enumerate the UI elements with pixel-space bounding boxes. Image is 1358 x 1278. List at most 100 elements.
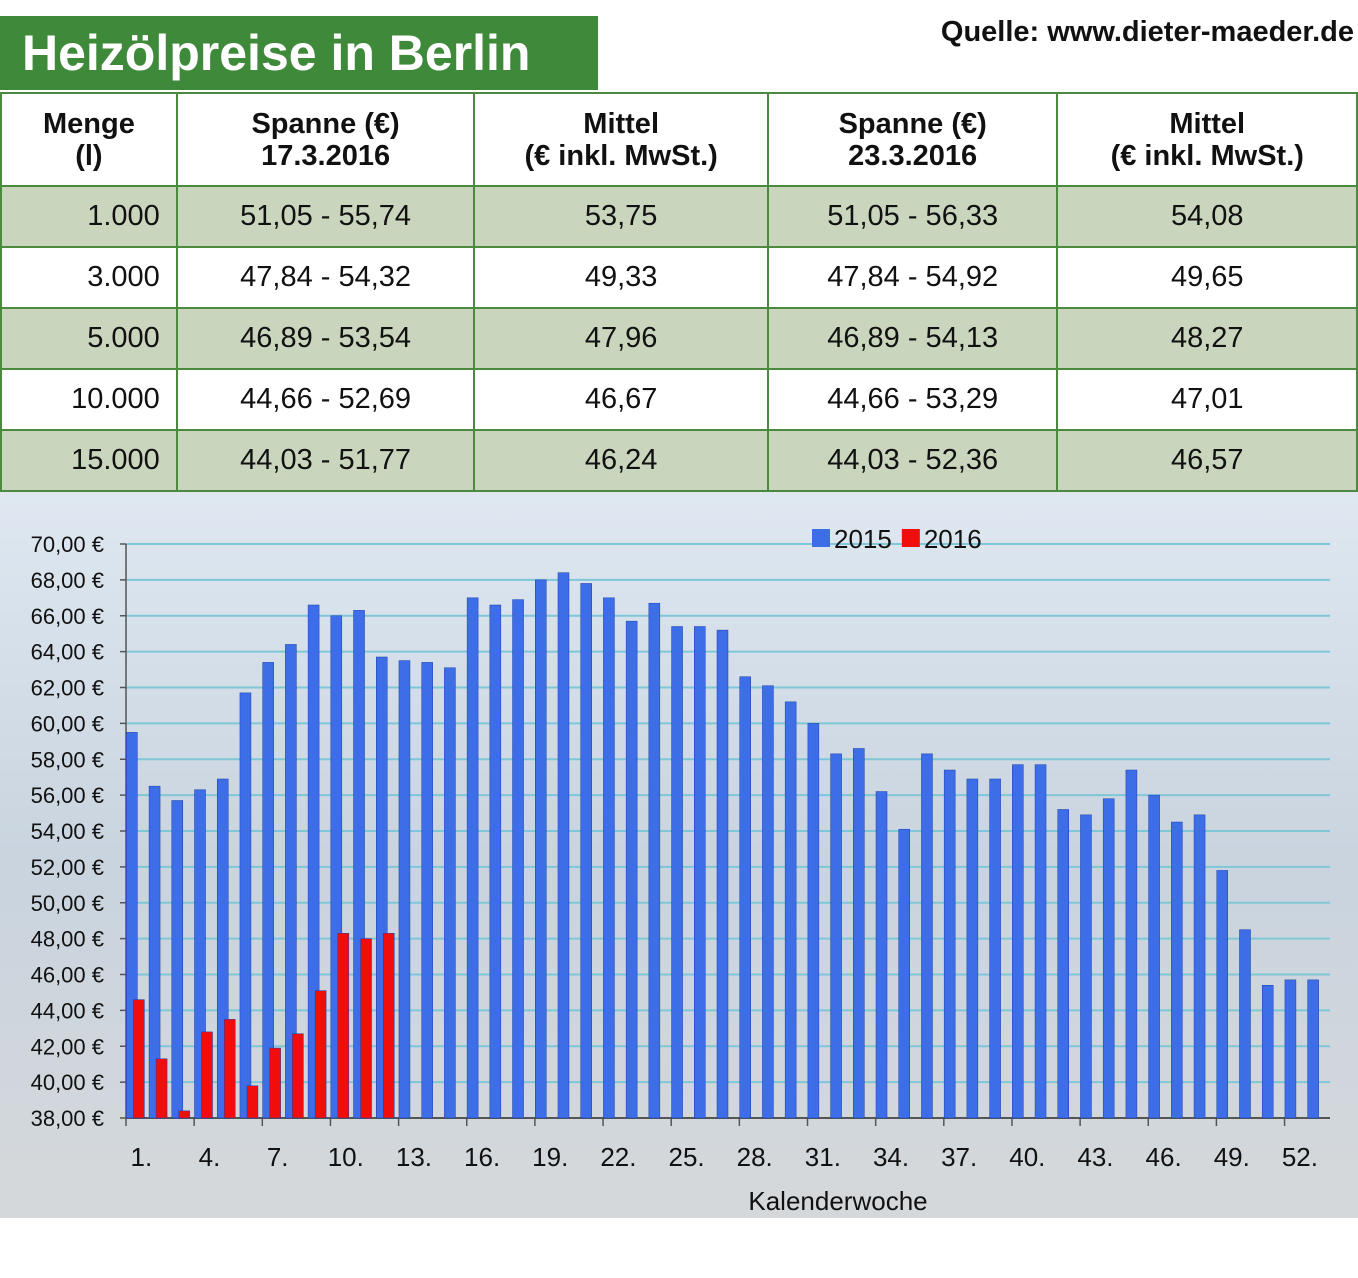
bar [512, 599, 524, 1119]
bar [466, 597, 479, 1119]
source: Quelle: www.dieter-maeder.de [940, 16, 1354, 48]
x-tick-label: 10. [328, 1142, 364, 1172]
header-text: Menge [42, 107, 135, 140]
table-cell: 47,84 - 54,32 [175, 246, 476, 309]
bar [444, 667, 456, 1119]
bar [1080, 814, 1092, 1119]
table-cell: 3.000 [0, 246, 178, 309]
x-tick-label: 40. [1009, 1142, 1045, 1172]
legend-label: 2016 [924, 524, 982, 554]
table-row: 3.000 47,84 - 54,32 49,33 47,84 - 54,92 49,6… [0, 246, 1358, 309]
bar [178, 1110, 191, 1119]
bar [337, 932, 350, 1119]
bar [1057, 809, 1070, 1119]
header-text: (€ inkl. MwSt.) [1110, 139, 1304, 172]
table-cell: 44,66 - 52,69 [175, 368, 476, 431]
table-cell: 49,33 [473, 246, 769, 309]
table-cell: 44,03 - 52,36 [766, 429, 1059, 492]
table-cell: 53,75 [473, 185, 769, 248]
bar [489, 604, 502, 1119]
x-tick-label: 52. [1282, 1142, 1318, 1172]
table-cell: 1.000 [0, 185, 178, 248]
bar [943, 769, 956, 1119]
header-text: 17.3.2016 [261, 139, 391, 172]
price-table: Menge (l) Spanne (€) 17.3.2016 Mittel (€ inkl… [0, 92, 1358, 492]
table-cell: 15.000 [0, 429, 178, 492]
bar [739, 676, 751, 1119]
bar [314, 990, 327, 1119]
bar [1216, 870, 1229, 1119]
y-tick-label: 52,00 € [31, 855, 104, 880]
y-tick-label: 40,00 € [31, 1070, 104, 1095]
y-tick-label: 46,00 € [31, 963, 104, 988]
y-tick-label: 42,00 € [31, 1034, 104, 1059]
bar [557, 572, 570, 1119]
table-cell: 46,89 - 53,54 [175, 307, 476, 370]
bar [155, 1058, 168, 1119]
y-tick-label: 48,00 € [31, 927, 104, 952]
table-cell: 46,89 - 54,13 [766, 307, 1059, 370]
y-tick-label: 62,00 € [31, 676, 104, 701]
table-cell: 46,67 [473, 368, 769, 431]
y-tick-label: 54,00 € [31, 819, 104, 844]
table-row: 5.000 46,89 - 53,54 47,96 46,89 - 54,13 48,2… [0, 307, 1358, 370]
x-tick-label: 22. [600, 1142, 636, 1172]
bar [171, 800, 184, 1119]
bar [201, 1031, 213, 1119]
header-text: Mittel [583, 107, 659, 140]
y-tick-label: 68,00 € [31, 568, 104, 593]
legend-swatch [812, 529, 830, 547]
header-cell: Menge (l) [0, 92, 178, 187]
y-tick-label: 66,00 € [31, 604, 104, 629]
y-tick-label: 58,00 € [31, 747, 104, 772]
bar [382, 932, 395, 1119]
bar [216, 778, 229, 1119]
bar [762, 685, 774, 1119]
legend-swatch [901, 529, 920, 547]
header-cell: Mittel (€ inkl. MwSt.) [1056, 92, 1358, 187]
y-tick-label: 38,00 € [31, 1106, 104, 1131]
bar [398, 660, 411, 1119]
y-tick-label: 64,00 € [31, 640, 104, 665]
bar [126, 732, 138, 1119]
table-cell: 47,96 [473, 307, 769, 370]
legend-label: 2015 [834, 524, 892, 554]
bar [330, 615, 343, 1119]
table-cell: 5.000 [0, 307, 178, 370]
y-tick-label: 70,00 € [31, 532, 104, 557]
bar [1148, 794, 1160, 1119]
bar [262, 662, 274, 1119]
table-cell: 46,24 [473, 429, 769, 492]
bar [807, 723, 820, 1119]
bar [716, 629, 729, 1119]
bar [648, 602, 661, 1119]
header-text: (€ inkl. MwSt.) [524, 139, 718, 172]
bar [239, 692, 252, 1119]
table-cell: 44,03 - 51,77 [175, 429, 476, 492]
table-cell: 47,01 [1056, 368, 1358, 431]
header-text: Spanne (€) [251, 107, 400, 140]
table-cell: 47,84 - 54,92 [766, 246, 1059, 309]
bar [194, 789, 206, 1119]
bar [421, 662, 433, 1119]
header-text: Mittel [1169, 107, 1246, 140]
header-row: Menge (l) Spanne (€) 17.3.2016 Mittel (€ inkl… [0, 92, 1358, 187]
x-tick-label: 49. [1214, 1142, 1250, 1172]
bar [285, 644, 297, 1119]
x-tick-label: 46. [1146, 1142, 1182, 1172]
bar [784, 701, 797, 1119]
y-tick-label: 50,00 € [31, 891, 104, 916]
header-cell: Mittel (€ inkl. MwSt.) [473, 92, 769, 187]
y-tick-label: 56,00 € [31, 783, 104, 808]
bar [966, 778, 979, 1119]
bar [989, 778, 1001, 1119]
x-tick-label: 28. [737, 1142, 773, 1172]
bar [1102, 798, 1115, 1119]
table-cell: 48,27 [1056, 307, 1358, 370]
bar [535, 579, 547, 1119]
table-row: 1.000 51,05 - 55,74 53,75 51,05 - 56,33 54,0… [0, 185, 1358, 248]
x-tick-label: 34. [873, 1142, 909, 1172]
bar [603, 597, 615, 1119]
bar [1193, 814, 1206, 1119]
table-cell: 54,08 [1056, 185, 1358, 248]
